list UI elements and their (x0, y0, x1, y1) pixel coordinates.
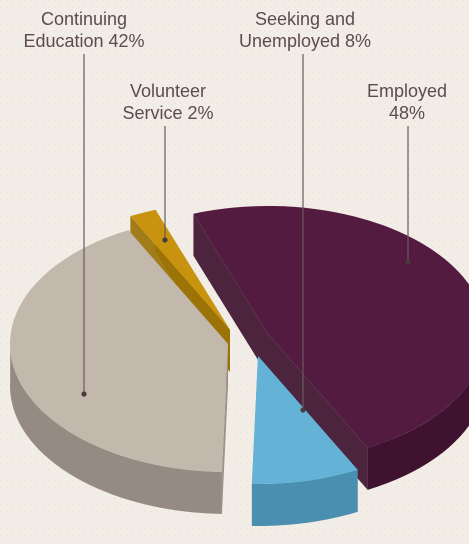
slice-continuing-education (9, 230, 229, 514)
label-seeking-unemployed: Seeking and Unemployed 8% (238, 9, 372, 51)
slice-top-volunteer-service (130, 209, 230, 330)
slice-top-employed (193, 206, 469, 448)
label-continuing-education: Continuing Education 42% (23, 9, 145, 51)
slice-side-seeking-and-unemployed (251, 469, 358, 526)
leader-dot-volunteer-service (162, 237, 168, 243)
slice-wall-employed-1 (268, 334, 368, 490)
slice-employed (193, 206, 469, 490)
leader-dot-employed (405, 259, 411, 265)
label-employed: Employed 48% (366, 81, 448, 123)
leader-dot-seeking-and-unemployed (300, 407, 306, 413)
slice-seeking-and-unemployed (251, 356, 358, 526)
label-volunteer-service: Volunteer Service 2% (122, 81, 214, 123)
leader-dot-continuing-education (81, 391, 87, 397)
slice-top-seeking-and-unemployed (251, 356, 358, 485)
slice-wall-continuing-education-0 (221, 344, 228, 514)
slice-side-continuing-education (10, 338, 222, 514)
slice-side-employed (367, 383, 469, 490)
slice-top-continuing-education (9, 230, 229, 472)
slice-wall-employed-0 (193, 213, 268, 376)
